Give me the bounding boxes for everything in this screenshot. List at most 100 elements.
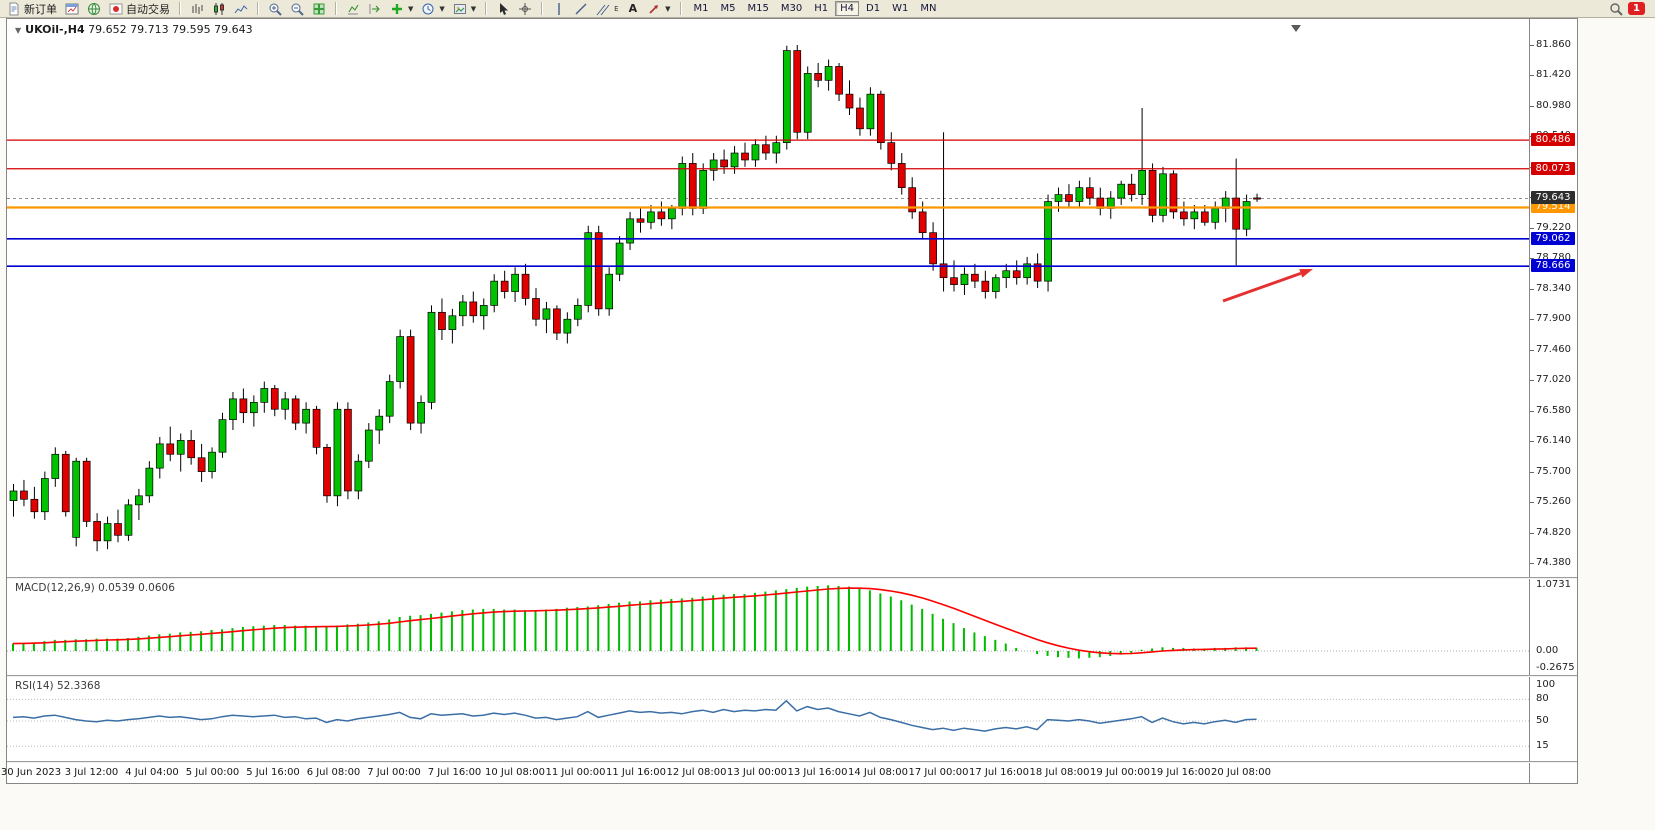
- candle-up: [991, 277, 1000, 292]
- chart-shift-button[interactable]: [365, 1, 385, 17]
- shift-marker-icon[interactable]: [1291, 25, 1301, 32]
- candle-down: [793, 50, 802, 133]
- candle-up: [699, 169, 708, 209]
- candle-down: [1169, 173, 1178, 213]
- search-button[interactable]: [1606, 1, 1626, 17]
- axis-tick-mark: [1530, 349, 1534, 351]
- auto-scroll-icon: [346, 2, 360, 16]
- date-label: 12 Jul 08:00: [666, 767, 727, 778]
- timeframe-h4-button[interactable]: H4: [835, 1, 860, 16]
- timeframe-m30-button[interactable]: M30: [780, 3, 803, 14]
- chart-window-button[interactable]: [62, 1, 82, 17]
- candle-up: [375, 415, 384, 431]
- vertical-line-tool-button[interactable]: [549, 1, 569, 17]
- candle-down: [197, 457, 206, 472]
- timeframe-m1-button[interactable]: M1: [693, 3, 709, 14]
- one-click-collapse-icon[interactable]: ▼: [15, 26, 22, 35]
- price-scale[interactable]: 81.86081.42080.98080.54080.10079.66079.2…: [1529, 19, 1577, 783]
- indicators-button[interactable]: ▼: [387, 1, 416, 17]
- rsi-line: [12, 699, 1257, 732]
- timeframe-m15-button[interactable]: M15: [747, 3, 769, 14]
- template-image-icon: [453, 2, 467, 16]
- line-chart-type-button[interactable]: [231, 1, 251, 17]
- zoom-in-button[interactable]: [265, 1, 285, 17]
- bar-chart-type-button[interactable]: [187, 1, 207, 17]
- candle-down: [291, 398, 300, 424]
- price-level-badge: 79.062: [1531, 231, 1575, 245]
- periods-button[interactable]: ▼: [418, 1, 447, 17]
- ohlc-values: 79.652 79.713 79.595 79.643: [88, 23, 253, 36]
- candle-down: [61, 453, 70, 513]
- notification-badge[interactable]: 1: [1628, 2, 1645, 15]
- main-toolbar: 新订单 自动交易 ▼ ▼: [0, 0, 1655, 18]
- annotation-arrow[interactable]: [1222, 271, 1302, 303]
- date-label: 13 Jul 16:00: [787, 767, 848, 778]
- candle-up: [333, 408, 342, 497]
- time-axis[interactable]: 30 Jun 2023 3 Jul 12:00 4 Jul 04:00 5 Jul 0…: [1, 763, 1529, 783]
- panel-splitter[interactable]: [7, 761, 1577, 763]
- zoom-in-icon: [268, 2, 282, 16]
- rsi-scale-label: 100: [1536, 679, 1556, 690]
- price-tick-label: 79.220: [1536, 221, 1571, 233]
- date-label: 19 Jul 00:00: [1090, 767, 1150, 778]
- candlestick-type-button[interactable]: [209, 1, 229, 17]
- tile-windows-button[interactable]: [309, 1, 329, 17]
- market-watch-button[interactable]: [84, 1, 104, 17]
- auto-trading-button[interactable]: 自动交易: [106, 1, 173, 17]
- auto-scroll-button[interactable]: [343, 1, 363, 17]
- text-tool-letter: A: [628, 2, 638, 15]
- clock-icon: [421, 2, 435, 16]
- timeframe-h1-button[interactable]: H1: [814, 3, 829, 14]
- trendline-tool-button[interactable]: [571, 1, 591, 17]
- globe-icon: [87, 2, 101, 16]
- candle-up: [960, 273, 969, 285]
- crosshair-tool-button[interactable]: [515, 1, 535, 17]
- candle-up: [51, 453, 60, 479]
- timeframe-w1-button[interactable]: W1: [892, 3, 909, 14]
- text-tool-button[interactable]: A: [624, 1, 643, 17]
- main-chart-canvas[interactable]: [7, 19, 1529, 577]
- panel-splitter[interactable]: [7, 675, 1577, 677]
- date-label: 7 Jul 00:00: [367, 767, 421, 778]
- macd-panel-canvas[interactable]: [7, 579, 1529, 675]
- candle-up: [563, 318, 572, 334]
- candle-down: [856, 107, 864, 130]
- new-order-button[interactable]: 新订单: [4, 1, 60, 17]
- candle-down: [438, 311, 446, 330]
- zoom-out-button[interactable]: [287, 1, 307, 17]
- price-tick-label: 81.860: [1536, 39, 1571, 50]
- candle-up: [448, 315, 457, 330]
- bar-chart-icon: [190, 2, 204, 16]
- date-label: 17 Jul 00:00: [908, 767, 969, 778]
- templates-button[interactable]: ▼: [450, 1, 479, 17]
- arrows-tool-button[interactable]: ▼: [644, 1, 673, 17]
- date-label: 13 Jul 00:00: [727, 767, 787, 778]
- cursor-tool-button[interactable]: [493, 1, 513, 17]
- candle-down: [918, 211, 927, 234]
- candle-up: [1117, 183, 1126, 199]
- timeframe-d1-button[interactable]: D1: [866, 3, 881, 14]
- price-tick-label: 78.780: [1536, 252, 1571, 264]
- timeframe-m5-button[interactable]: M5: [720, 3, 736, 14]
- candle-down: [929, 232, 937, 265]
- timeframe-mn-button[interactable]: MN: [920, 3, 937, 14]
- candle-down: [1253, 197, 1261, 200]
- panel-splitter[interactable]: [7, 577, 1577, 579]
- candle-down: [835, 66, 843, 95]
- candle-up: [782, 50, 791, 143]
- candle-down: [814, 73, 823, 81]
- candle-up: [1190, 211, 1199, 220]
- candle-down: [1033, 263, 1042, 282]
- date-label: 5 Jul 16:00: [246, 767, 300, 778]
- channel-tool-button[interactable]: E: [593, 1, 621, 17]
- search-icon: [1609, 2, 1623, 16]
- separator: [541, 2, 544, 15]
- separator: [335, 2, 337, 15]
- candle-down: [532, 298, 540, 320]
- candle-up: [542, 308, 551, 320]
- price-tick-label: 77.900: [1536, 313, 1571, 325]
- price-tick-label: 75.260: [1536, 496, 1571, 508]
- axis-tick-mark: [1530, 75, 1534, 77]
- rsi-panel-canvas[interactable]: [7, 677, 1529, 761]
- candle-down: [93, 521, 101, 542]
